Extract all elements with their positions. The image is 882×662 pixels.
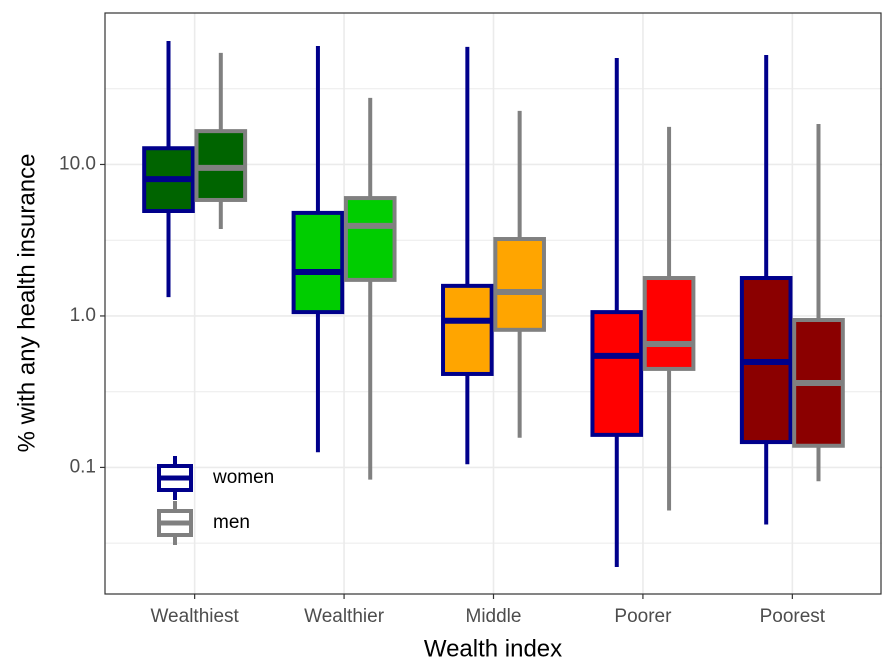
y-tick-label: 0.1 bbox=[70, 456, 96, 477]
x-tick-label: Wealthiest bbox=[150, 606, 239, 627]
box bbox=[590, 310, 644, 437]
box bbox=[642, 276, 696, 371]
box bbox=[343, 196, 397, 282]
x-tick-label: Poorest bbox=[760, 606, 826, 627]
legend-label: men bbox=[213, 512, 250, 533]
x-axis-title: Wealth index bbox=[424, 635, 562, 662]
x-tick-label: Middle bbox=[466, 606, 522, 627]
box bbox=[441, 283, 494, 376]
y-axis-title: % with any health insurance bbox=[13, 154, 40, 453]
legend-label: women bbox=[212, 467, 274, 488]
x-tick-label: Poorer bbox=[614, 606, 672, 627]
y-tick-label: 1.0 bbox=[70, 305, 96, 326]
box bbox=[493, 237, 546, 332]
y-tick-label: 10.0 bbox=[59, 153, 96, 174]
marks bbox=[142, 41, 845, 568]
box bbox=[291, 210, 345, 315]
x-tick-label: Wealthier bbox=[304, 606, 385, 627]
